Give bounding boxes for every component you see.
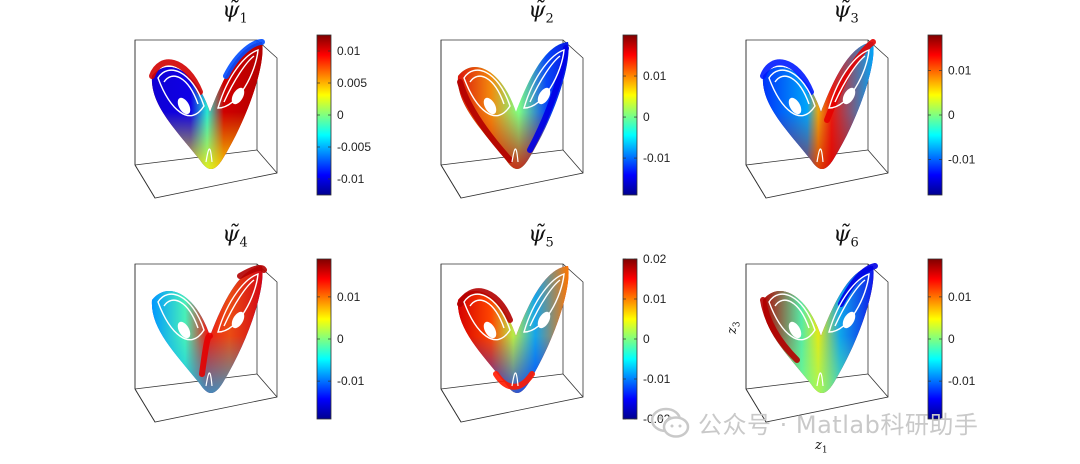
colorbar-tick-label: 0: [948, 332, 955, 346]
orbit-gaps: [157, 272, 259, 387]
subplot-title: ψ̃1: [222, 0, 248, 27]
axes-box-front: [745, 264, 767, 423]
subplot-figure: -0.01 0 0.01: [745, 34, 976, 199]
colorbar-tick-label: 0.01: [948, 290, 972, 304]
axes-box-front: [134, 40, 156, 199]
colorbar-tick-label: 0: [643, 110, 650, 124]
subplot-figure: -0.01 -0.005 0 0.005 0.01: [134, 34, 371, 199]
attractor-surface: [457, 266, 569, 393]
colorbar-tick-label: 0: [948, 108, 955, 122]
colorbar-tick-label: 0.01: [337, 44, 361, 58]
colorbar-tick-label: 0.01: [337, 290, 361, 304]
colorbar-tick-label: -0.01: [948, 152, 976, 166]
subplot-title: ψ̃6: [833, 222, 859, 251]
attractor-surface: [760, 39, 876, 169]
orbit-gaps: [157, 48, 259, 163]
attractor-surface: [151, 265, 267, 393]
colorbar-tick-label: 0.01: [643, 69, 667, 83]
orbit-gaps: [463, 48, 565, 163]
colorbar: -0.01 0 0.01: [622, 34, 671, 196]
subplot-psi6: ψ̃6 -0.01 0 0.01 z3: [725, 222, 1051, 434]
subplot-figure: -0.01 0 0.01: [745, 258, 976, 423]
colorbar: -0.01 -0.005 0 0.005 0.01: [316, 34, 371, 196]
subplot-title: ψ̃2: [528, 0, 554, 27]
subplot-psi2: ψ̃2 -0.01 0 0.01: [436, 0, 746, 210]
attractor-surface: [457, 42, 569, 169]
subplot-title: ψ̃3: [833, 0, 859, 27]
subplot-figure: -0.01 0 0.01: [134, 258, 365, 423]
colorbar-tick-label: -0.01: [643, 151, 671, 165]
colorbar-tick-label: 0: [643, 332, 650, 346]
colorbar-tick-label: 0.01: [643, 292, 667, 306]
colorbar: -0.01 0 0.01: [927, 258, 976, 420]
colorbar-tick-label: -0.01: [643, 372, 671, 386]
orbit-gaps: [463, 272, 565, 387]
subplot-figure: -0.01 0 0.01: [440, 34, 671, 199]
watermark-text: 公众号 · Matlab科研助手: [698, 411, 979, 439]
orbit-gaps: [768, 48, 870, 163]
subplot-psi4: ψ̃4 -0.01 0 0.01: [130, 222, 440, 434]
axes-box-front: [440, 40, 462, 199]
subplot-psi1: ψ̃1 -0.01 -0.005 0 0.005 0.01: [130, 0, 440, 210]
colorbar-tick-label: -0.005: [337, 140, 371, 154]
orbit-gaps: [768, 272, 870, 387]
y-axis-label: z3: [725, 321, 743, 334]
axes-box-front: [745, 40, 767, 199]
subplot-title: ψ̃4: [222, 222, 248, 251]
colorbar-tick-label: -0.01: [337, 374, 365, 388]
axes-box-front: [440, 264, 462, 423]
colorbar-tick-label: -0.01: [948, 374, 976, 388]
colorbar-tick-label: 0.02: [643, 252, 667, 266]
colorbar-tick-label: -0.01: [337, 172, 365, 186]
attractor-surface: [760, 263, 878, 393]
axes-box-front: [134, 264, 156, 423]
subplot-psi3: ψ̃3 -0.01 0 0.01: [741, 0, 1051, 210]
colorbar-tick-label: 0: [337, 108, 344, 122]
colorbar: -0.01 0 0.01: [316, 258, 365, 420]
subplot-title: ψ̃5: [528, 222, 554, 251]
subplot-psi5: ψ̃5 -0.02 -0.01 0 0.01 0.02: [436, 222, 746, 434]
wechat-icon: [650, 407, 690, 438]
x-axis-label: z1: [815, 438, 828, 456]
watermark: 公众号 · Matlab科研助手: [650, 405, 978, 440]
attractor-surface: [149, 39, 265, 169]
colorbar-tick-label: 0: [337, 332, 344, 346]
colorbar-tick-label: 0.005: [337, 76, 367, 90]
colorbar-tick-label: 0.01: [948, 64, 972, 78]
colorbar: -0.01 0 0.01: [927, 34, 976, 196]
